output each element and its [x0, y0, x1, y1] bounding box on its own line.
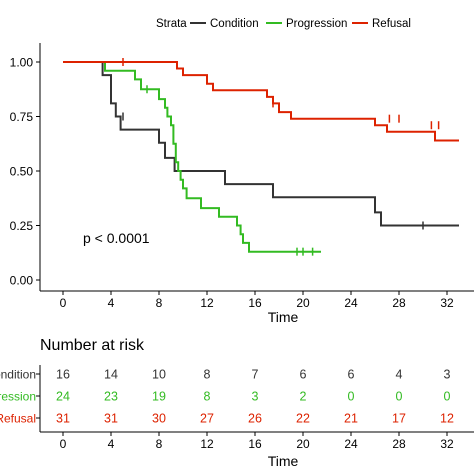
risk-x-tick-label: 4	[108, 437, 115, 451]
y-tick-label: 0.00	[10, 274, 34, 288]
risk-cell: 12	[440, 412, 454, 426]
risk-cell: 14	[104, 368, 118, 382]
risk-x-tick-label: 20	[296, 437, 310, 451]
y-tick-label: 0.75	[10, 110, 34, 124]
y-tick-label: 1.00	[10, 56, 34, 70]
survival-curve-condition	[63, 61, 459, 227]
risk-cell: 4	[396, 368, 403, 382]
risk-x-axis-title: Time	[268, 453, 299, 469]
risk-cell: 22	[296, 412, 310, 426]
risk-cell: 31	[56, 412, 70, 426]
risk-x-tick-label: 32	[440, 437, 454, 451]
risk-cell: 17	[392, 412, 406, 426]
risk-table: Number at risk Condition 16 14 10 8 7 6 6 4 3 Prog…	[0, 337, 474, 469]
risk-cell: 10	[152, 368, 166, 382]
risk-x-tick-label: 8	[156, 437, 163, 451]
x-tick-label: 4	[108, 296, 115, 310]
risk-cell: 27	[200, 412, 214, 426]
legend-label-condition: Condition	[210, 18, 259, 30]
risk-row-label-progression: Progression	[0, 390, 36, 404]
risk-cell: 3	[444, 368, 451, 382]
risk-cell: 16	[56, 368, 70, 382]
risk-x-tick-label: 28	[392, 437, 406, 451]
risk-cell: 19	[152, 390, 166, 404]
risk-cell: 8	[204, 368, 211, 382]
risk-x-tick-label: 12	[200, 437, 214, 451]
risk-cell: 24	[56, 390, 70, 404]
y-tick-label: 0.25	[10, 219, 34, 233]
risk-x-tick-label: 16	[248, 437, 262, 451]
x-tick-label: 24	[344, 296, 358, 310]
risk-cell: 0	[396, 390, 403, 404]
x-tick-label: 20	[296, 296, 310, 310]
risk-row-label-refusal: Refusal	[0, 412, 36, 426]
x-axis-title: Time	[268, 309, 299, 325]
x-tick-label: 32	[440, 296, 454, 310]
risk-cell: 7	[252, 368, 259, 382]
legend: Strata Condition Progression Refusal	[156, 18, 411, 30]
x-tick-label: 16	[248, 296, 262, 310]
risk-cell: 6	[300, 368, 307, 382]
x-tick-label: 28	[392, 296, 406, 310]
risk-x-tick-label: 24	[344, 437, 358, 451]
y-tick-label: 0.50	[10, 165, 34, 179]
risk-cell: 23	[104, 390, 118, 404]
risk-cell: 31	[104, 412, 118, 426]
x-tick-label: 0	[60, 296, 67, 310]
risk-cell: 21	[344, 412, 358, 426]
risk-cell: 0	[444, 390, 451, 404]
legend-label-progression: Progression	[286, 18, 347, 30]
risk-cell: 0	[348, 390, 355, 404]
x-tick-label: 12	[200, 296, 214, 310]
risk-x-tick-label: 0	[60, 437, 67, 451]
risk-row-label-condition: Condition	[0, 368, 36, 382]
risk-cell: 26	[248, 412, 262, 426]
risk-table-title: Number at risk	[40, 337, 145, 354]
risk-cell: 6	[348, 368, 355, 382]
risk-cell: 3	[252, 390, 259, 404]
risk-cell: 2	[300, 390, 307, 404]
survival-curve-progression	[63, 61, 321, 253]
legend-label-refusal: Refusal	[372, 18, 411, 30]
p-value-label: p < 0.0001	[83, 230, 150, 246]
risk-cell: 30	[152, 412, 166, 426]
survival-plot: 0.00 0.25 0.50 0.75 1.00 0 4 8 12 16 20 24 28 32 p <…	[10, 43, 474, 325]
risk-cell: 8	[204, 390, 211, 404]
x-tick-label: 8	[156, 296, 163, 310]
legend-title: Strata	[156, 18, 187, 30]
